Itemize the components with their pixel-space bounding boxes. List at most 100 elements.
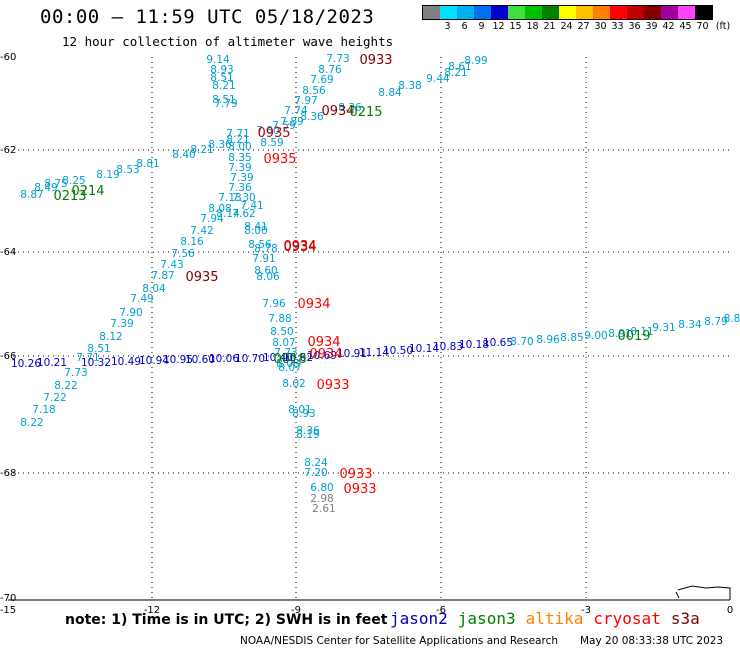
legend-labels: 3 6 9 12 15 18 21 24 27 30 33 36 39 42 45 70 (ft) xyxy=(422,20,730,34)
wave-height-value: 10.26 xyxy=(11,358,41,370)
wave-height-value: 7.73 xyxy=(64,367,87,379)
legend-swatch xyxy=(457,6,474,19)
wave-height-value: 10.83 xyxy=(433,341,463,353)
pass-time-label: 0019 xyxy=(617,329,650,344)
longitude-tick-label: -6 xyxy=(436,605,446,616)
satellite-label: s3a xyxy=(670,609,700,628)
map-subtitle: 12 hour collection of altimeter wave hei… xyxy=(62,34,394,49)
wave-height-value: 9.14 xyxy=(206,54,230,66)
legend-label: 27 xyxy=(577,21,590,32)
wave-height-value: 10.14 xyxy=(409,343,439,355)
wave-height-value: 8.99 xyxy=(464,55,487,67)
wave-height-value: 8.36 xyxy=(300,111,324,123)
wave-height-value: 8.12 xyxy=(99,331,122,343)
wave-height-value: 8.06 xyxy=(256,271,280,283)
wave-height-value: 8.51 xyxy=(212,94,235,106)
wave-height-value: 10.32 xyxy=(81,357,111,369)
wave-height-value: 7.36 xyxy=(228,182,252,194)
pass-time-label: 0933 xyxy=(339,467,372,482)
latitude-tick-label: -60 xyxy=(0,52,16,63)
wave-height-value: 8.38 xyxy=(398,80,421,92)
wave-height-value: 8.79 xyxy=(704,316,727,328)
footer-note: note: 1) Time is in UTC; 2) SWH is in fe… xyxy=(65,612,388,628)
wave-height-value: 8.96 xyxy=(536,334,560,346)
wave-height-value: 7.39 xyxy=(110,318,133,330)
wave-height-value: 8.53 xyxy=(116,164,139,176)
wave-height-value: 8.07 xyxy=(278,362,301,374)
map-title: 00:00 – 11:59 UTC 05/18/2023 xyxy=(40,6,375,28)
wave-height-value: 10.91 xyxy=(337,348,367,360)
wave-height-value: 6.80 xyxy=(310,482,333,494)
wave-height-value: 8.8 xyxy=(724,313,740,325)
legend-label: 18 xyxy=(526,21,539,32)
wave-height-value: 8.21 xyxy=(226,134,249,146)
generated-timestamp: May 20 08:33:38 UTC 2023 xyxy=(580,635,724,647)
satellite-label: cryosat xyxy=(593,609,661,628)
legend-swatch xyxy=(661,6,678,19)
wave-height-value: 7.71 xyxy=(226,128,249,140)
wave-height-value: 8.50 xyxy=(270,326,293,338)
wave-height-value: 7.90 xyxy=(119,307,142,319)
wave-height-value: 8.07 xyxy=(272,337,295,349)
legend-swatch xyxy=(525,6,542,19)
legend-swatch xyxy=(695,6,712,19)
wave-height-value: 10.18 xyxy=(459,339,489,351)
satellite-label: altika xyxy=(525,609,584,628)
wave-height-value: 7.20 xyxy=(304,467,327,479)
wave-height-value: 7.73 xyxy=(326,53,349,65)
wave-height-value: 8.36 xyxy=(338,102,362,114)
wave-height-value: 8.51 xyxy=(210,72,233,84)
wave-height-value: 7.62 xyxy=(232,208,255,220)
wave-height-value: 8.56 xyxy=(302,85,326,97)
legend-label: 33 xyxy=(611,21,624,32)
wave-height-value: 8.08 xyxy=(276,358,299,370)
latitude-tick-label: -66 xyxy=(0,351,16,362)
wave-height-value: 8.08 xyxy=(208,203,231,215)
wave-height-value: 8.16 xyxy=(180,236,204,248)
wave-height-value: 8.36 xyxy=(296,425,320,437)
wave-height-value: 10.70 xyxy=(235,353,265,365)
wave-height-value: 7.18 xyxy=(32,404,55,416)
wave-height-value: 10.62 xyxy=(283,352,313,364)
wave-height-value: 8.75 xyxy=(44,178,67,190)
wave-height-value: 7.13 xyxy=(218,192,241,204)
wave-height-value: 7.42 xyxy=(190,225,213,237)
wave-height-value: 10.40 xyxy=(263,352,293,364)
latitude-tick-label: -68 xyxy=(0,468,16,479)
pass-time-label: 0934 xyxy=(283,239,316,254)
wave-height-value: 8.34 xyxy=(678,319,702,331)
legend-swatch xyxy=(610,6,627,19)
legend-swatch xyxy=(508,6,525,19)
wave-height-value: 8.11 xyxy=(630,326,653,338)
longitude-tick-label: -3 xyxy=(581,605,591,616)
pass-time-label: 0934 xyxy=(283,240,316,255)
pass-time-label: 0933 xyxy=(359,53,392,68)
wave-height-value: 8.78 xyxy=(254,243,277,255)
wave-height-value: 7.87 xyxy=(151,270,174,282)
wave-height-value: 8.56 xyxy=(248,239,272,251)
pass-time-label: 0934 xyxy=(297,297,330,312)
legend-label: 30 xyxy=(594,21,607,32)
legend-unit: (ft) xyxy=(715,21,731,32)
wave-height-value: 2.61 xyxy=(312,503,335,515)
wave-height-value: 8.87 xyxy=(20,189,43,201)
legend-swatch xyxy=(559,6,576,19)
pass-time-label: 0933 xyxy=(316,378,349,393)
wave-height-value: 8.35 xyxy=(228,152,251,164)
wave-height-value: 7.30 xyxy=(232,192,255,204)
wave-height-value: 8.24 xyxy=(304,457,328,469)
wave-height-value: 9.00 xyxy=(584,330,607,342)
wave-height-value: 8.84 xyxy=(378,87,402,99)
pass-time-label: 0214 xyxy=(71,184,104,199)
satellite-label: jason3 xyxy=(457,609,516,628)
wave-height-value: 8.60 xyxy=(254,265,277,277)
wave-height-values: 9.148.938.518.218.517.797.718.218.008.35… xyxy=(11,53,740,515)
pass-time-label: 0933 xyxy=(343,482,376,497)
wave-height-value: 7.39 xyxy=(228,162,251,174)
wave-height-value: 7.89 xyxy=(280,116,303,128)
legend-swatch xyxy=(542,6,559,19)
legend-swatch xyxy=(576,6,593,19)
legend-swatch xyxy=(627,6,644,19)
